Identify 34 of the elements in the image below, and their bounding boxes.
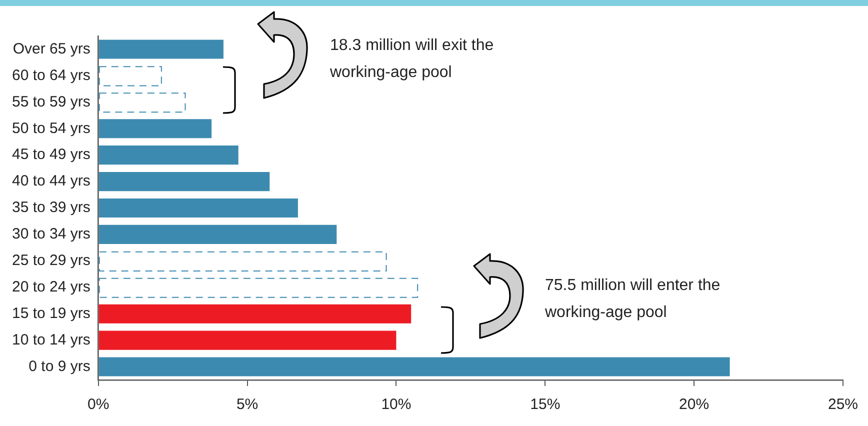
y-tick-label: 10 to 14 yrs: [12, 331, 90, 348]
y-tick-label: 0 to 9 yrs: [28, 358, 90, 375]
bar: [98, 40, 224, 59]
bar: [98, 224, 337, 244]
bar: [98, 330, 396, 350]
bar: [98, 119, 212, 138]
x-tick-label: 0%: [88, 396, 110, 414]
bar: [98, 251, 387, 272]
y-tick-label: 20 to 24 yrs: [12, 278, 90, 296]
bar: [98, 278, 418, 298]
y-tick-label: 50 to 54 yrs: [12, 120, 90, 137]
y-tick-label: 60 to 64 yrs: [12, 66, 90, 84]
x-tick-label: 25%: [828, 396, 858, 414]
bar: [98, 146, 238, 165]
y-tick-label: 40 to 44 yrs: [12, 172, 90, 190]
x-tick-label: 10%: [381, 396, 412, 414]
y-tick-label: 35 to 39 yrs: [12, 199, 90, 216]
x-tick-label: 5%: [236, 396, 258, 414]
bar: [98, 357, 730, 376]
bar: [98, 304, 412, 324]
x-tick-label: 15%: [530, 396, 560, 414]
bar: [98, 172, 270, 192]
y-tick-label: 45 to 49 yrs: [12, 146, 90, 164]
annotation: 75.5 million will enter the working-age pool: [545, 276, 722, 323]
y-tick-label: 25 to 29 yrs: [12, 252, 90, 270]
y-tick-label: 15 to 19 yrs: [12, 304, 90, 322]
bar: [98, 198, 298, 218]
annotation: 18.3 million will exit the working-age pool: [330, 36, 495, 83]
y-tick-label: 30 to 34 yrs: [12, 226, 90, 243]
y-tick-label: Over 65 yrs: [12, 40, 90, 58]
y-tick-label: 55 to 59 yrs: [12, 93, 90, 110]
bar: [98, 66, 162, 86]
x-tick-label: 20%: [679, 396, 710, 414]
bar: [98, 92, 186, 113]
